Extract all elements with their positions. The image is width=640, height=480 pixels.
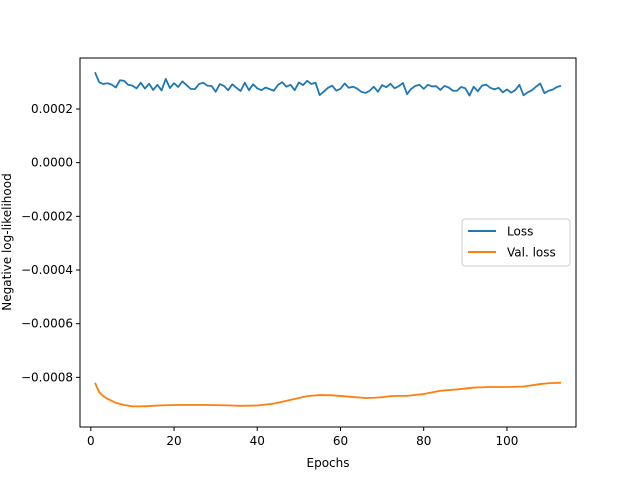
- x-tick-label: 40: [250, 434, 265, 448]
- x-tick-label: 20: [166, 434, 181, 448]
- y-tick-label: −0.0004: [21, 263, 73, 277]
- y-axis-ticks: 0.0002 0.0000 −0.0002 −0.0004 −0.0006 −0.0008: [21, 102, 80, 384]
- x-tick-label: 60: [333, 434, 348, 448]
- y-tick-label: −0.0006: [21, 317, 73, 331]
- x-axis-ticks: 0 20 40 60 80 100: [87, 427, 518, 448]
- series-line-loss: [94, 71, 562, 97]
- y-tick-label: 0.0002: [31, 102, 73, 116]
- series-line-val-loss: [94, 381, 562, 408]
- series-layer: [94, 71, 562, 408]
- plot-frame: [79, 57, 577, 428]
- legend-label-val-loss: Val. loss: [507, 246, 556, 260]
- y-tick-label: 0.0000: [31, 156, 73, 170]
- x-tick-label: 0: [87, 434, 95, 448]
- x-axis-label: Epochs: [307, 456, 350, 470]
- legend-label-loss: Loss: [507, 225, 533, 239]
- legend: Loss Val. loss: [461, 218, 571, 267]
- y-tick-label: −0.0002: [21, 209, 73, 223]
- y-axis-label: Negative log-likelihood: [0, 173, 14, 310]
- y-tick-label: −0.0008: [21, 370, 73, 384]
- x-tick-label: 100: [495, 434, 518, 448]
- x-tick-label: 80: [416, 434, 431, 448]
